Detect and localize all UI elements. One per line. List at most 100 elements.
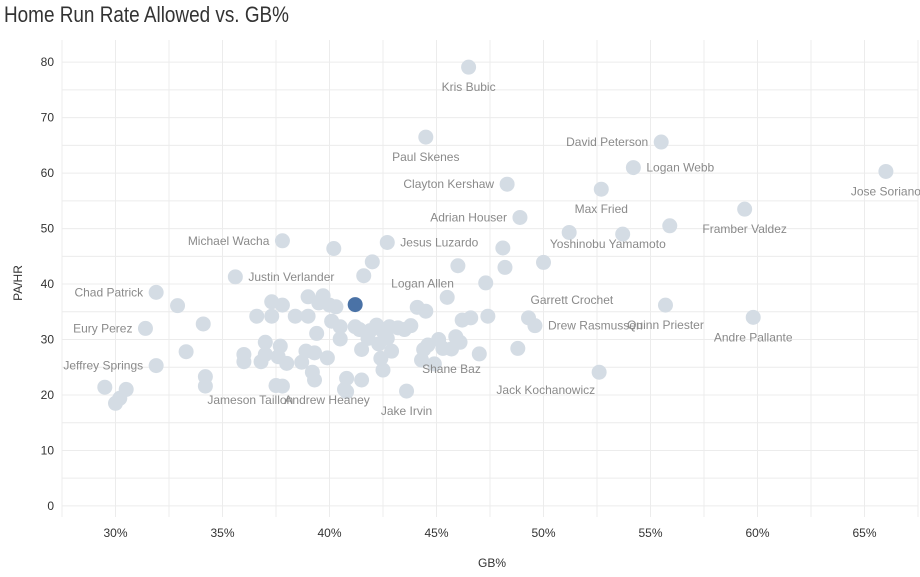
point-label: Logan Webb [646,161,714,175]
x-tick-label: 30% [103,526,127,540]
x-tick-label: 40% [317,526,341,540]
data-point [287,308,303,324]
point-label: Paul Skenes [392,150,459,164]
data-point [471,346,487,362]
labeled-data-point [737,201,753,217]
data-point [264,308,280,324]
labeled-data-point [745,309,761,325]
point-label: Michael Wacha [188,234,270,248]
data-point [364,254,380,270]
point-label: David Peterson [566,135,648,149]
labeled-data-point [379,234,395,250]
data-point [495,240,511,256]
point-label: Framber Valdez [702,222,786,236]
labeled-data-point [657,297,673,313]
data-point [480,308,496,324]
labeled-data-point [227,269,243,285]
data-point [379,330,395,346]
point-label: Justin Verlander [248,270,334,284]
x-tick-label: 60% [745,526,769,540]
labeled-data-point [662,218,678,234]
data-point [274,297,290,313]
labeled-data-point [593,181,609,197]
point-label: Andrew Heaney [284,393,369,407]
data-point [375,362,391,378]
data-point [384,343,400,359]
data-point [118,381,134,397]
y-tick-label: 30 [41,333,55,347]
data-point [339,384,355,400]
data-point [354,372,370,388]
labeled-data-point [653,134,669,150]
labeled-data-point [137,320,153,336]
y-tick-label: 50 [41,222,55,236]
y-tick-label: 20 [41,388,55,402]
labeled-data-point [443,341,459,357]
labeled-data-point [148,284,164,300]
x-tick-label: 45% [424,526,448,540]
data-point [439,289,455,305]
labeled-data-point [625,160,641,176]
x-tick-label: 50% [531,526,555,540]
data-point [463,310,479,326]
x-tick-label: 35% [210,526,234,540]
y-tick-label: 40 [41,277,55,291]
data-point [373,350,389,366]
point-label: Jose Soriano [851,184,920,198]
data-point [307,345,323,361]
data-point [319,350,335,366]
data-point [257,334,273,350]
data-point [536,254,551,270]
labeled-data-point [418,129,434,145]
point-label: Jameson Taillon [207,393,293,407]
y-tick-label: 10 [41,443,55,457]
chart-title: Home Run Rate Allowed vs. GB% [4,2,289,27]
labeled-data-point [512,209,528,225]
data-point [497,259,513,275]
y-tick-label: 70 [41,111,55,125]
labeled-data-point [591,364,607,380]
data-point [332,319,348,335]
data-point [328,299,344,315]
x-axis-label: GB% [478,556,506,570]
point-label: Jesus Luzardo [400,235,478,249]
x-axis-ticks: 30% 35% 40% 45% 50% 55% 60% 65% [103,526,876,540]
data-point [97,379,113,395]
labeled-data-point [274,378,290,394]
point-label: Jack Kochanowicz [496,383,595,397]
point-label: Clayton Kershaw [403,177,494,191]
point-label: Shane Baz [422,362,481,376]
data-point [195,316,211,332]
data-point [418,303,434,319]
y-tick-label: 0 [47,499,54,513]
labeled-data-point [399,383,415,399]
data-point [170,298,186,314]
data-point [426,356,442,372]
labeled-data-point [878,163,894,179]
labeled-data-point [527,318,543,334]
data-points [97,59,894,411]
data-point [403,318,419,334]
data-point [354,341,370,357]
point-label: Kris Bubic [442,80,496,94]
point-labels: Kris Bubic David Peterson Paul Skenes Logan… [63,80,920,418]
data-point [307,372,323,388]
data-point [279,355,295,371]
point-label: Jake Irvin [381,404,432,418]
point-label: Andre Pallante [714,330,793,344]
data-point [326,241,342,257]
y-axis-ticks: 0 10 20 30 40 50 60 70 80 [41,55,55,513]
data-point [249,308,265,324]
point-label: Drew Rasmussen [548,319,643,333]
point-label: Eury Perez [73,321,132,335]
point-label: Jeffrey Springs [63,359,143,373]
data-point [309,325,325,341]
highlighted-data-point [347,297,363,313]
point-label: Yoshinobu Yamamoto [550,237,666,251]
labeled-data-point [450,258,466,274]
x-tick-label: 65% [852,526,876,540]
labeled-data-point [197,378,213,394]
point-label: Quinn Priester [627,318,704,332]
data-point [339,370,355,386]
